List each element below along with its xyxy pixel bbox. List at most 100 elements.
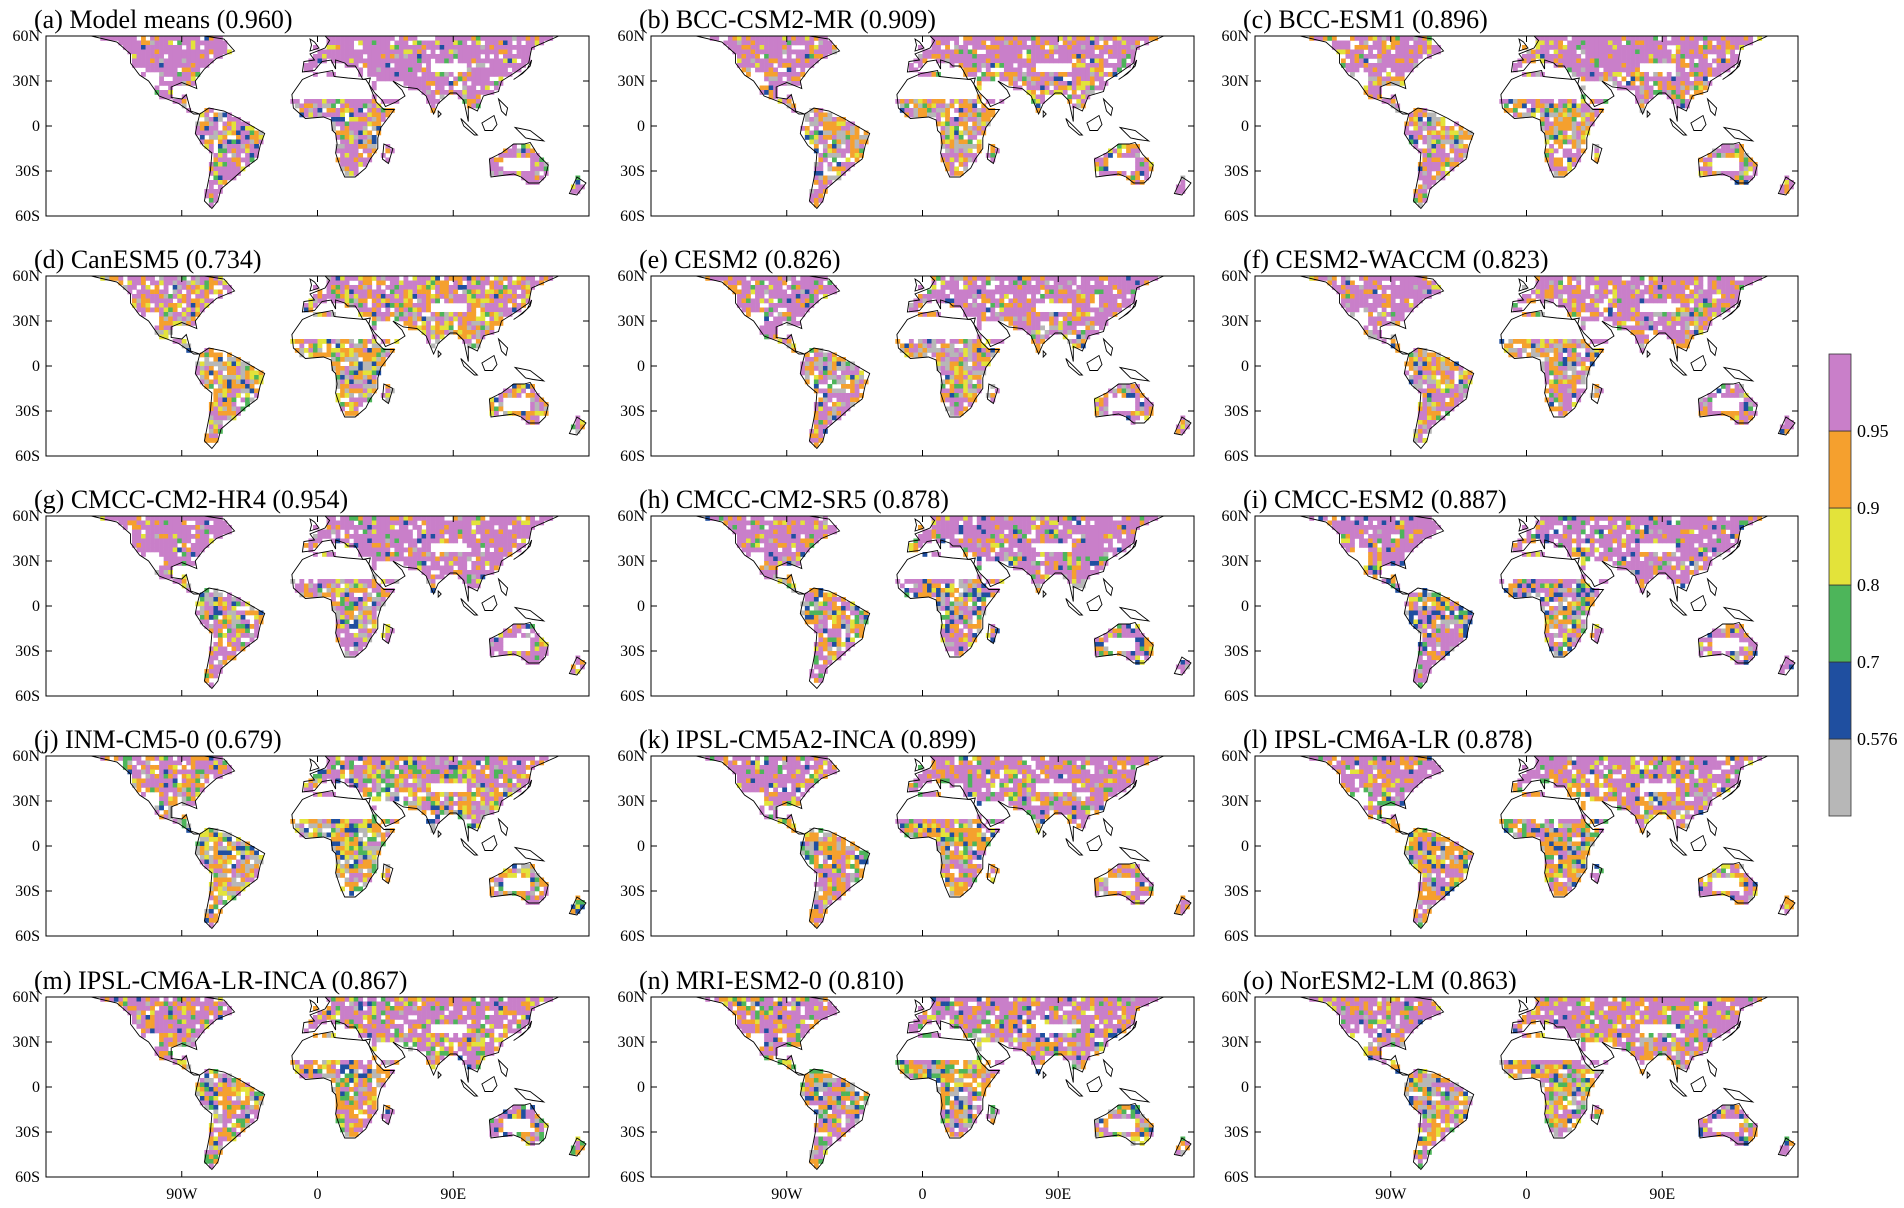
grid-cell <box>163 334 169 340</box>
grid-cell <box>999 36 1005 41</box>
grid-cell <box>466 63 472 68</box>
grid-cell <box>764 76 769 82</box>
grid-cell <box>1607 49 1613 55</box>
grid-cell <box>408 58 413 64</box>
grid-cell <box>1013 303 1018 308</box>
grid-cell <box>204 280 210 286</box>
lat-label: 30S <box>15 163 40 180</box>
grid-cell <box>949 285 955 290</box>
grid-cell <box>1372 85 1378 91</box>
grid-cell <box>1576 40 1582 46</box>
grid-cell <box>534 171 540 176</box>
grid-cell <box>344 366 350 371</box>
grid-cell <box>408 316 413 322</box>
grid-cell <box>845 135 851 140</box>
grid-cell <box>981 298 987 304</box>
grid-cell <box>782 289 788 295</box>
grid-cell <box>1076 289 1082 295</box>
grid-cell <box>1377 40 1382 46</box>
grid-cell <box>340 148 345 154</box>
grid-cell <box>367 121 373 127</box>
grid-cell <box>1436 135 1441 140</box>
grid-cell <box>231 402 237 407</box>
grid-cell <box>768 49 774 55</box>
grid-cell <box>471 58 477 64</box>
grid-cell <box>204 352 210 358</box>
grid-cell <box>371 67 377 73</box>
grid-cell <box>822 148 828 154</box>
grid-cell <box>367 108 373 113</box>
grid-cell <box>417 276 422 281</box>
grid-cell <box>430 280 436 286</box>
grid-cell <box>1017 280 1023 286</box>
grid-cell <box>453 76 459 82</box>
grid-cell <box>489 294 495 299</box>
grid-cell <box>832 175 837 181</box>
grid-cell <box>917 298 923 304</box>
grid-cell <box>498 307 504 313</box>
grid-cell <box>764 49 769 55</box>
grid-cell <box>1363 36 1369 41</box>
grid-cell <box>507 312 513 317</box>
grid-cell <box>371 339 377 344</box>
grid-cell <box>859 148 864 154</box>
grid-cell <box>1576 58 1582 64</box>
grid-cell <box>1603 36 1609 41</box>
grid-cell <box>1026 316 1032 322</box>
coastline <box>381 143 394 165</box>
grid-cell <box>326 276 332 281</box>
grid-cell <box>308 103 314 109</box>
grid-cell <box>403 54 409 59</box>
grid-cell <box>1040 81 1045 86</box>
grid-cell <box>818 40 824 46</box>
grid-cell <box>940 343 946 349</box>
grid-cell <box>213 171 219 176</box>
grid-cell <box>322 99 327 104</box>
grid-cell <box>204 375 210 380</box>
grid-cell <box>1144 276 1150 281</box>
grid-cell <box>145 285 151 290</box>
coastline <box>381 383 394 405</box>
grid-cell <box>782 312 788 317</box>
grid-cell <box>1693 54 1699 59</box>
grid-cell <box>822 157 828 163</box>
grid-cell <box>782 45 788 50</box>
grid-cell <box>457 54 463 59</box>
grid-cell <box>186 298 192 304</box>
grid-cell <box>462 330 468 335</box>
grid-cell <box>1639 108 1645 113</box>
grid-cell <box>976 294 982 299</box>
grid-cell <box>512 411 517 416</box>
grid-cell <box>954 289 960 295</box>
grid-cell <box>177 36 183 41</box>
grid-cell <box>976 348 982 353</box>
grid-cell <box>1026 76 1032 82</box>
grid-cell <box>498 276 504 281</box>
grid-cell <box>1621 45 1627 50</box>
grid-cell <box>1381 67 1387 73</box>
grid-cell <box>1040 54 1045 59</box>
grid-cell <box>1071 312 1077 317</box>
grid-cell <box>1121 280 1127 286</box>
grid-cell <box>335 40 341 46</box>
grid-cell <box>340 339 345 344</box>
grid-cell <box>340 294 345 299</box>
grid-cell <box>516 45 522 50</box>
grid-cell <box>177 63 183 68</box>
grid-cell <box>1784 184 1790 190</box>
grid-cell <box>976 121 982 127</box>
grid-cell <box>471 316 477 322</box>
grid-cell <box>1053 321 1059 326</box>
grid-cell <box>1390 36 1396 41</box>
grid-cell <box>159 63 164 68</box>
grid-cell <box>145 58 151 64</box>
grid-cell <box>312 303 318 308</box>
grid-cell <box>371 108 377 113</box>
grid-cell <box>1139 280 1145 286</box>
grid-cell <box>326 348 332 353</box>
grid-cell <box>1080 294 1086 299</box>
grid-cell <box>1076 36 1082 41</box>
grid-cell <box>741 54 747 59</box>
grid-cell <box>484 76 490 82</box>
grid-cell <box>1549 58 1554 64</box>
